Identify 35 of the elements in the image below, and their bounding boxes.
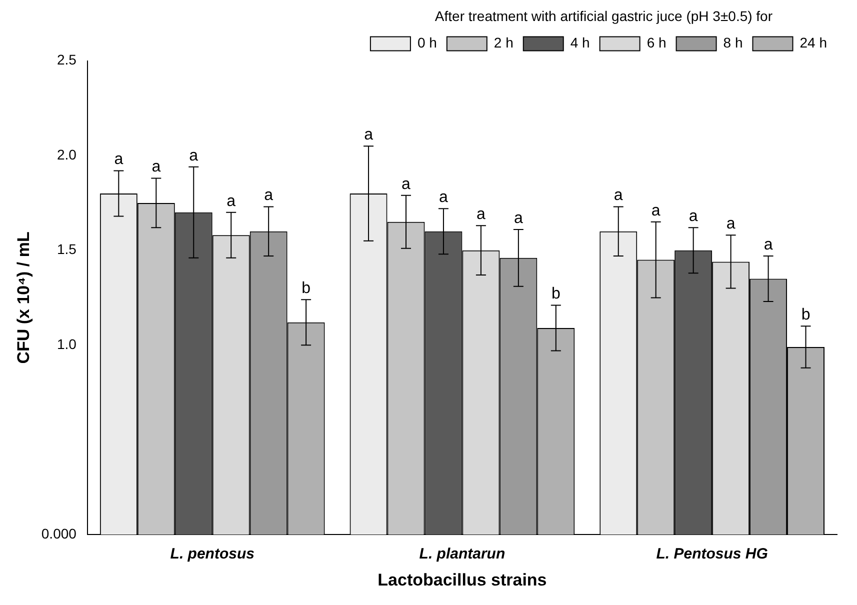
y-tick-label: 1.5 xyxy=(56,241,77,258)
data-label: a xyxy=(114,151,124,168)
legend-label: 2 h xyxy=(494,34,514,51)
y-tick-label: 2.0 xyxy=(56,146,77,162)
data-label: a xyxy=(514,210,523,227)
data-label: b xyxy=(801,306,810,324)
data-label: a xyxy=(152,158,161,176)
data-label: b xyxy=(551,286,560,303)
legend-label: 24 h xyxy=(800,34,827,51)
data-label: a xyxy=(688,208,698,225)
data-label: a xyxy=(264,187,274,204)
data-label: a xyxy=(476,206,486,224)
x-tick-label: L. pentosus xyxy=(170,546,254,563)
data-label: a xyxy=(614,187,623,204)
legend-label: 8 h xyxy=(723,34,743,51)
y-tick-label: 2.5 xyxy=(56,52,77,68)
y-tick-label: 1.0 xyxy=(56,336,77,352)
legend-label: 0 h xyxy=(417,34,437,51)
data-label: a xyxy=(189,147,198,164)
x-axis-title: Lactobacillus strains xyxy=(378,570,547,590)
y-axis-title: CFU (x 10⁴) / mL xyxy=(14,232,33,364)
legend-label: 6 h xyxy=(646,34,666,51)
data-label: a xyxy=(439,189,448,206)
data-label: a xyxy=(364,126,374,144)
data-label: a xyxy=(651,202,660,220)
data-label: a xyxy=(764,236,773,254)
data-label: a xyxy=(726,216,736,233)
legend-title: After treatment with artificial gastric juce (pH 3±0.5) for xyxy=(434,8,773,24)
data-label: a xyxy=(402,176,411,193)
x-tick-label: L. plantarun xyxy=(419,546,506,563)
legend-label: 4 h xyxy=(570,34,590,51)
y-tick-label: 0.000 xyxy=(41,525,77,542)
data-label: b xyxy=(302,280,311,297)
data-label: a xyxy=(226,192,236,210)
x-tick-label: L. Pentosus HG xyxy=(656,546,768,563)
